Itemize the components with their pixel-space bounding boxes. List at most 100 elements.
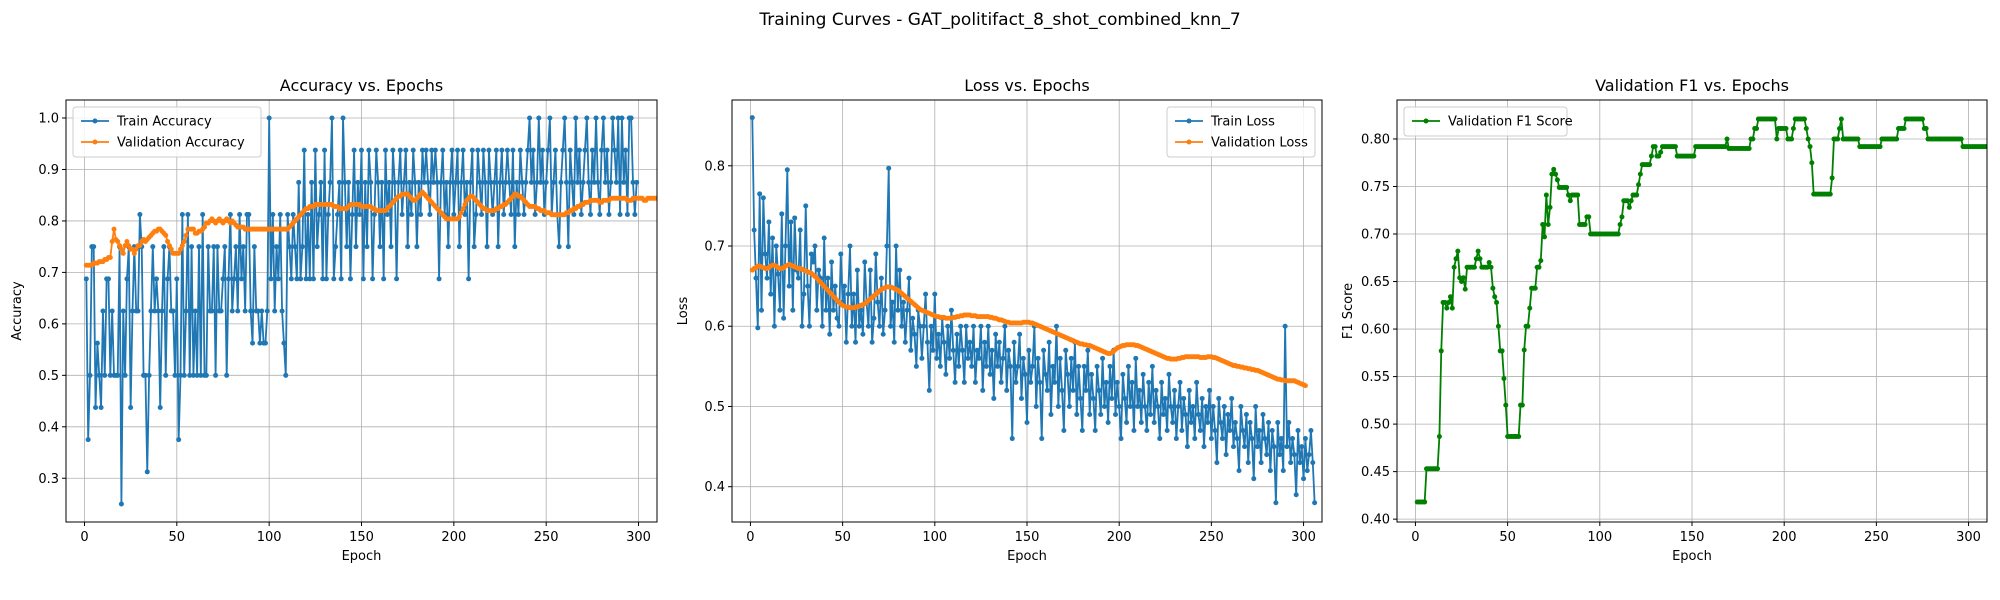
train-accuracy-point	[600, 115, 606, 121]
train-accuracy-point	[384, 212, 390, 218]
train-loss-point	[1284, 444, 1290, 450]
train-accuracy-point	[552, 147, 558, 153]
train-loss-point	[1258, 460, 1264, 466]
train-accuracy-point	[279, 308, 285, 314]
train-loss-point	[1068, 355, 1074, 361]
train-loss-point	[906, 275, 912, 281]
train-accuracy-point	[338, 276, 344, 282]
train-accuracy-point	[443, 179, 449, 185]
train-loss-point	[1162, 395, 1168, 401]
train-accuracy-point	[392, 179, 398, 185]
train-accuracy-point	[527, 115, 533, 121]
validation-f1-score-point	[1807, 144, 1813, 150]
validation-f1-score-point	[1624, 198, 1630, 204]
train-loss-point	[1278, 436, 1284, 442]
train-loss-point	[1039, 436, 1045, 442]
train-accuracy-point	[231, 276, 237, 282]
f1-ytick-label: 0.70	[1361, 228, 1390, 243]
train-loss-point	[843, 339, 849, 345]
train-accuracy-point	[586, 179, 592, 185]
train-accuracy-point	[493, 147, 499, 153]
train-loss-point	[770, 235, 776, 241]
train-loss-point	[886, 165, 892, 171]
train-accuracy-point	[115, 372, 121, 378]
train-accuracy-point	[85, 437, 91, 443]
train-accuracy-point	[286, 244, 292, 250]
validation-f1-score-point	[1634, 192, 1640, 198]
train-loss-point	[1249, 436, 1255, 442]
train-loss-point	[952, 379, 958, 385]
train-loss-point	[971, 323, 977, 329]
accuracy-xlabel: Epoch	[342, 549, 382, 564]
train-accuracy-point	[606, 212, 612, 218]
train-accuracy-point	[467, 179, 473, 185]
train-loss-point	[884, 243, 890, 249]
train-loss-point	[1054, 323, 1059, 329]
train-accuracy-point	[102, 372, 108, 378]
validation-f1-score-point	[1542, 234, 1547, 240]
train-loss-point	[1210, 403, 1216, 409]
validation-f1-score-point	[1532, 285, 1538, 291]
train-accuracy-point	[152, 308, 158, 314]
train-accuracy-point	[357, 212, 363, 218]
train-loss-point	[1254, 444, 1260, 450]
train-loss-point	[877, 323, 882, 329]
train-loss-point	[989, 347, 995, 353]
validation-f1-score-point	[1564, 184, 1570, 190]
validation-f1-score-point	[1554, 177, 1560, 183]
train-accuracy-point	[242, 308, 248, 314]
train-loss-point	[1260, 411, 1266, 417]
train-loss-point	[786, 283, 792, 289]
train-accuracy-point	[214, 244, 220, 250]
train-loss-point	[974, 347, 980, 353]
train-accuracy-point	[519, 179, 525, 185]
train-loss-point	[805, 283, 811, 289]
train-accuracy-point	[436, 276, 442, 282]
train-loss-point	[760, 195, 766, 201]
train-accuracy-point	[479, 212, 485, 218]
train-accuracy-point	[630, 179, 636, 185]
f1-xtick-label: 100	[1587, 530, 1612, 545]
train-accuracy-point	[309, 179, 315, 185]
train-accuracy-point	[129, 308, 135, 314]
loss-title: Loss vs. Epochs	[964, 76, 1089, 95]
train-accuracy-point	[229, 308, 235, 314]
validation-loss-point	[1302, 383, 1308, 389]
train-accuracy-point	[303, 276, 309, 282]
validation-f1-score-point	[1471, 264, 1477, 270]
train-loss-point	[1301, 476, 1307, 482]
train-accuracy-point	[623, 147, 629, 153]
train-loss-point	[873, 251, 879, 257]
train-loss-point	[1181, 395, 1187, 401]
train-loss-point	[1227, 428, 1233, 434]
train-accuracy-point	[264, 308, 270, 314]
train-loss-point	[821, 235, 827, 241]
train-loss-point	[830, 307, 836, 313]
train-accuracy-point	[375, 179, 381, 185]
train-loss-point	[1269, 428, 1275, 434]
train-loss-point	[862, 259, 868, 265]
validation-f1-score-point	[1488, 264, 1494, 270]
validation-accuracy-point	[181, 239, 187, 245]
accuracy-ytick-label: 0.5	[38, 369, 59, 384]
accuracy-ytick-label: 0.9	[38, 163, 59, 178]
train-accuracy-point	[124, 276, 130, 282]
train-loss-point	[899, 323, 905, 329]
train-loss-point	[1295, 428, 1301, 434]
train-loss-point	[923, 291, 929, 297]
validation-f1-score-point	[1442, 299, 1448, 305]
loss-legend-label: Validation Loss	[1211, 136, 1308, 151]
train-accuracy-point	[355, 179, 361, 185]
train-accuracy-point	[233, 244, 239, 250]
accuracy-series-group	[83, 115, 657, 507]
train-loss-point	[963, 323, 969, 329]
train-loss-point	[1149, 363, 1155, 369]
validation-f1-score-point	[1994, 154, 1999, 159]
train-accuracy-point	[87, 372, 93, 378]
train-loss-point	[1242, 444, 1248, 450]
validation-f1-score-point	[1536, 264, 1542, 270]
train-accuracy-point	[455, 147, 461, 153]
train-loss-point	[1007, 363, 1013, 369]
train-loss-point	[1251, 476, 1257, 482]
train-loss-point	[860, 331, 866, 337]
